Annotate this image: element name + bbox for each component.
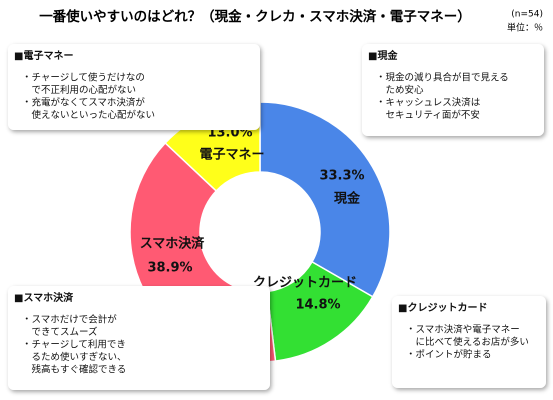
callout-line: セキュリティ面が不安 [376,109,480,121]
callout-line: できてスムーズ [22,326,98,338]
callout-line: に比べて使えるお店が多い [406,336,529,348]
category-label: クレジットカード [253,276,357,291]
category-label: スマホ決済 [140,236,206,252]
category-label: 電子マネー [199,148,264,163]
callout-box [8,44,260,130]
callout-line: 使えないといった心配がない [22,109,155,121]
callout: ■電子マネー・チャージして使うだけなの で不正利用の心配がない・充電がなくてスマ… [8,44,260,130]
callout: ■現金・現金の減り具合が目で見える ため安心・キャッシュレス決済は セキュリティ… [362,44,544,136]
callout-line: ・スマホだけで会計が [22,314,117,326]
callout-line: ・キャッシュレス決済は [376,97,481,109]
callout-line: ・ポイントが貯まる [406,349,492,361]
subtitle: (n=54) [511,10,543,20]
callout-line: ・スマホ決済や電子マネー [406,324,520,336]
callout-line: ・チャージして使うだけなの [22,72,145,84]
callout-title: ■電子マネー [14,50,73,62]
callout-line: ・充電がなくてスマホ決済が [22,97,145,109]
callout-line: るため使いすぎない、 [22,351,127,363]
donut-segment [259,101,391,298]
callout: ■スマホ決済・スマホだけで会計が できてスムーズ・チャージして利用でき るため使… [8,286,270,390]
chart-title: 一番使いやすいのはどれ？（現金・クレカ・スマホ決済・電子マネー） [39,8,471,25]
unit-label: 単位：％ [507,22,543,34]
value-label: 33.3% [319,169,364,184]
callout-line: ・現金の減り具合が目で見える [376,72,509,84]
callout-line: で不正利用の心配がない [22,84,136,96]
callout-box [8,286,270,390]
category-label: 現金 [334,191,361,207]
callout-box [362,44,544,136]
callout-title: ■クレジットカード [398,302,487,314]
callout-box [392,296,546,388]
callout-line: 残高もすぐ確認できる [22,364,126,376]
callout-title: ■スマホ決済 [14,291,74,304]
value-label: 38.9% [147,261,192,276]
callout: ■クレジットカード・スマホ決済や電子マネー に比べて使えるお店が多い・ポイントが… [392,296,546,388]
callout-line: ため安心 [376,84,424,96]
value-label: 14.8% [295,298,340,313]
callout-title: ■現金 [368,49,398,62]
callout-line: ・チャージして利用でき [22,339,126,351]
